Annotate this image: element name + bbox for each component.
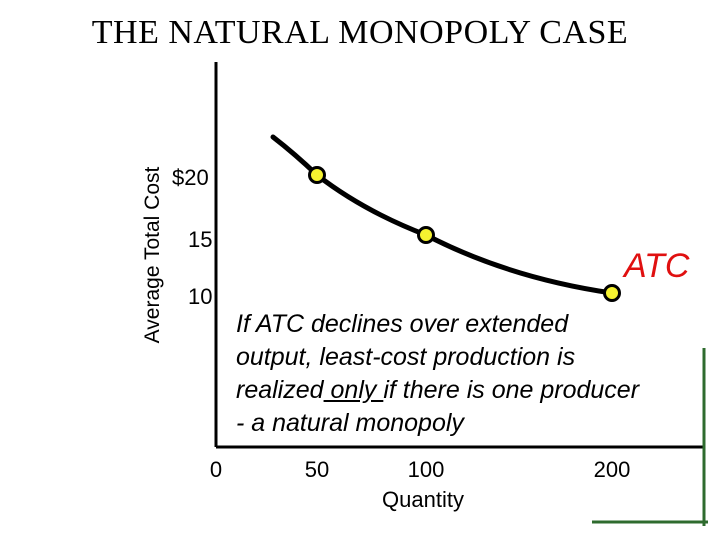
annotation-line: - a natural monopoly xyxy=(236,409,464,437)
annotation-text-part: if there is one producer xyxy=(383,376,640,404)
x-tick-label: 50 xyxy=(304,457,330,482)
atc-curve xyxy=(270,134,615,296)
x-tick-label: 100 xyxy=(407,457,445,482)
chart-title: THE NATURAL MONOPOLY CASE xyxy=(91,14,629,51)
atc-label: ATC xyxy=(624,247,690,285)
y-tick-label: $20 xyxy=(172,165,209,190)
y-tick-label: 15 xyxy=(188,227,213,252)
y-axis-label: Average Total Cost xyxy=(141,166,164,344)
annotation-text: If ATC declines over extended output, le… xyxy=(236,308,706,440)
x-tick-label: 200 xyxy=(593,457,631,482)
annotation-underlined-only: only xyxy=(323,376,384,404)
x-axis-label: Quantity xyxy=(382,487,464,512)
x-tick-label: 0 xyxy=(209,457,223,482)
y-tick-label: 10 xyxy=(188,284,213,309)
atc-data-point xyxy=(308,166,326,184)
atc-data-point xyxy=(417,226,435,244)
annotation-line: realized only if there is one producer xyxy=(236,374,706,407)
atc-data-point xyxy=(603,284,621,302)
annotation-line: If ATC declines over extended xyxy=(236,310,569,338)
annotation-line: output, least-cost production is xyxy=(236,343,576,371)
annotation-text-part: realized xyxy=(236,376,324,404)
